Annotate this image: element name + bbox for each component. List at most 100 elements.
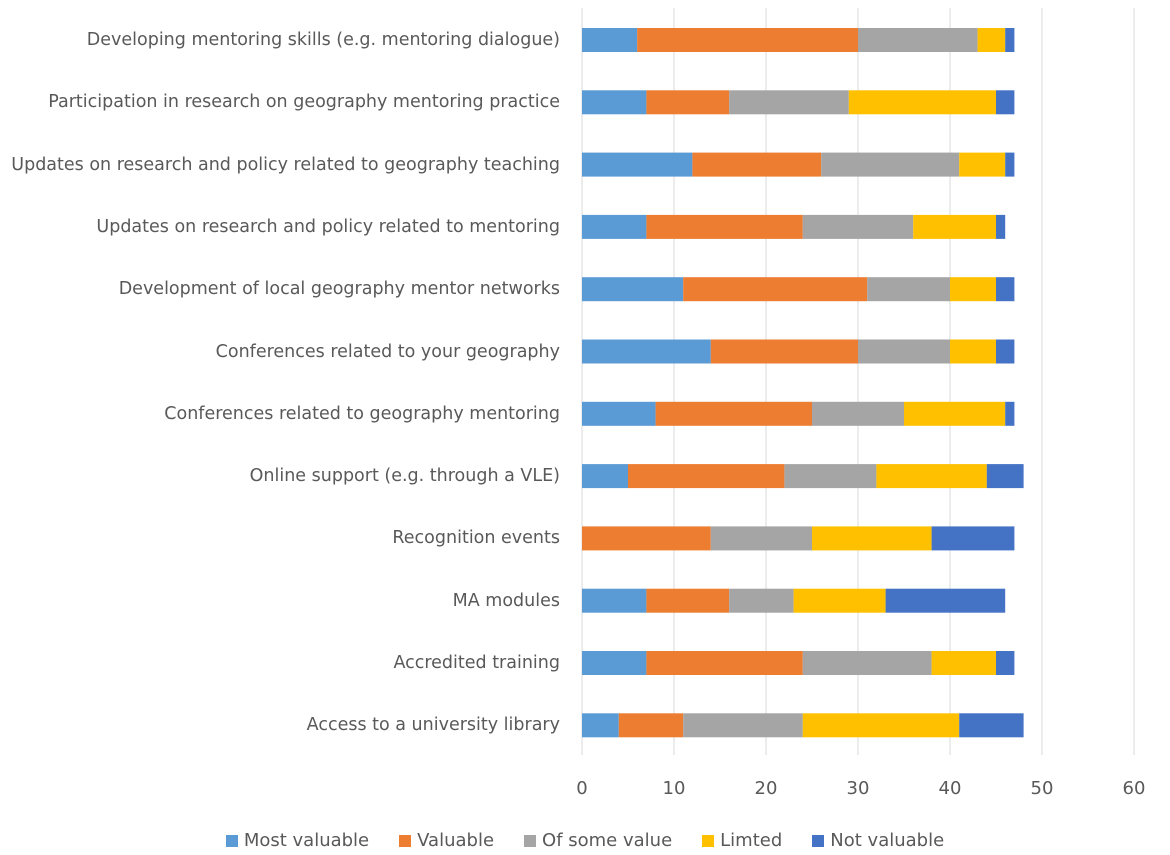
legend-label: Limted: [720, 830, 783, 851]
bar-segment: [710, 526, 812, 551]
bar-segment: [996, 339, 1015, 364]
bar-segment: [996, 651, 1015, 675]
y-tick-label: Recognition events: [392, 528, 560, 549]
x-tick-label: 10: [663, 778, 686, 799]
y-tick-label: MA modules: [452, 590, 560, 611]
bar-segment: [913, 214, 996, 239]
bar-segment: [1005, 28, 1015, 52]
y-tick-label: Online support (e.g. through a VLE): [249, 466, 560, 487]
y-tick-label-box: Recognition events: [8, 525, 560, 551]
bar-segment: [729, 588, 794, 613]
legend-label: Most valuable: [243, 830, 370, 851]
bar-segment: [931, 651, 996, 675]
bar-segment: [784, 464, 877, 489]
legend-item: Not valuable: [812, 830, 944, 851]
bar-segment: [802, 214, 914, 239]
bar-segment: [637, 28, 858, 52]
bar-segment: [802, 713, 960, 738]
bar-segment: [959, 152, 1006, 177]
x-tick-label: 40: [939, 778, 962, 799]
bar-segment: [582, 28, 638, 52]
legend-item: Of some value: [524, 830, 672, 851]
bar-segment: [618, 713, 684, 738]
bar-segment: [867, 277, 950, 302]
bar-segment: [812, 526, 932, 551]
bar-segment: [959, 713, 1024, 738]
bar-segment: [904, 401, 1006, 426]
bar-segment: [885, 588, 1006, 613]
bar-segment: [848, 90, 996, 115]
bar-segment: [582, 651, 647, 675]
x-tick-label: 0: [576, 778, 587, 799]
y-tick-label-box: Access to a university library: [8, 712, 560, 738]
bar-segment: [812, 401, 904, 426]
x-tick-label: 20: [755, 778, 778, 799]
bar-segment: [729, 90, 849, 115]
legend-swatch: [702, 834, 715, 847]
bar-segment: [996, 277, 1015, 302]
y-tick-label-box: MA modules: [8, 588, 560, 614]
bar-segment: [986, 464, 1024, 489]
y-tick-label-box: Online support (e.g. through a VLE): [8, 463, 560, 489]
y-tick-label-box: Conferences related to geography mentori…: [8, 401, 560, 427]
bar-segment: [950, 339, 996, 364]
legend-item: Most valuable: [225, 830, 370, 851]
legend-label: Not valuable: [830, 830, 945, 851]
legend: Most valuable Valuable Of some value Limted…: [0, 830, 1170, 851]
y-tick-label-box: Updates on research and policy related t…: [8, 152, 560, 178]
bar-segment: [582, 713, 619, 738]
bar-segment: [655, 401, 812, 426]
bar-segment: [876, 464, 987, 489]
y-tick-label: Access to a university library: [306, 715, 560, 736]
legend-label: Valuable: [417, 830, 495, 851]
bar-segment: [802, 651, 932, 675]
bar-segment: [821, 152, 960, 177]
bar-segment: [582, 588, 647, 613]
bar-segment: [582, 339, 711, 364]
y-tick-label-box: Development of local geography mentor ne…: [8, 276, 560, 302]
y-tick-label-box: Updates on research and policy related t…: [8, 214, 560, 240]
bar-segment: [582, 152, 693, 177]
bar-segment: [582, 90, 647, 115]
bar-segment: [977, 28, 1006, 52]
bar-segment: [582, 526, 711, 551]
bar-segment: [996, 90, 1015, 115]
legend-item: Limted: [702, 830, 782, 851]
y-tick-label: Accredited training: [393, 653, 560, 673]
bar-segment: [628, 464, 785, 489]
legend-swatch: [812, 834, 825, 847]
bar-segment: [582, 277, 684, 302]
bar-segment: [1005, 401, 1015, 426]
y-tick-label: Developing mentoring skills (e.g. mentor…: [86, 30, 560, 50]
bar-segment: [692, 152, 822, 177]
bar-segment: [683, 277, 868, 302]
y-tick-label-box: Participation in research on geography m…: [8, 89, 560, 115]
y-tick-label: Updates on research and policy related t…: [11, 154, 560, 175]
bar-segment: [858, 28, 978, 52]
y-tick-label: Development of local geography mentor ne…: [118, 279, 560, 300]
x-tick-label: 30: [847, 778, 870, 799]
bar-segment: [646, 651, 803, 675]
x-tick-label: 60: [1123, 778, 1146, 799]
legend-swatch: [399, 834, 412, 847]
bar-segment: [931, 526, 1015, 551]
legend-swatch: [524, 834, 537, 847]
bar-segment: [858, 339, 950, 364]
bar-segment: [710, 339, 858, 364]
y-tick-label-box: Accredited training: [8, 650, 560, 676]
bar-segment: [1005, 152, 1015, 177]
y-tick-label: Updates on research and policy related t…: [96, 216, 560, 237]
bar-segment: [793, 588, 886, 613]
bar-segment: [646, 588, 730, 613]
y-tick-label-box: Developing mentoring skills (e.g. mentor…: [8, 27, 560, 53]
bar-segment: [582, 401, 656, 426]
bar-segment: [683, 713, 803, 738]
legend-swatch: [225, 834, 238, 847]
legend-label: Of some value: [542, 830, 673, 851]
bar-segment: [950, 277, 996, 302]
y-tick-label: Conferences related to geography mentori…: [164, 403, 560, 424]
bar-segment: [646, 214, 803, 239]
y-tick-label-box: Conferences related to your geography: [8, 339, 560, 365]
